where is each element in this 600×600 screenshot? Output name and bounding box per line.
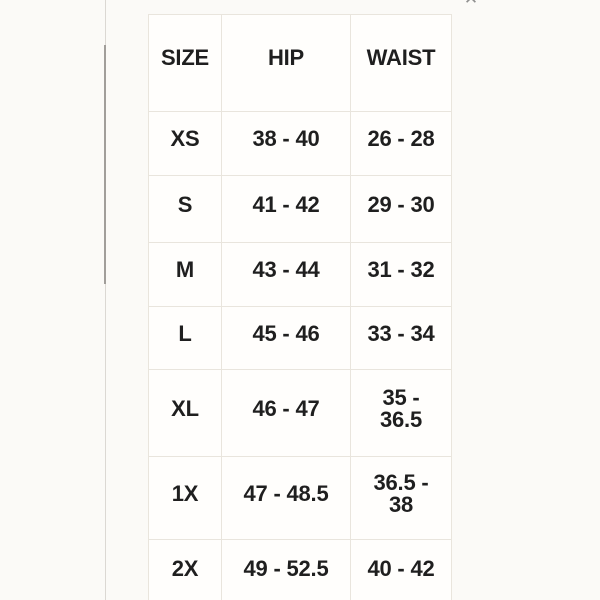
column-header-waist: WAIST <box>350 14 452 112</box>
cell-size: L <box>148 306 222 370</box>
cell-hip: 43 - 44 <box>221 242 351 307</box>
cell-waist: 29 - 30 <box>350 175 452 243</box>
cell-size: 1X <box>148 456 222 540</box>
table-row: XL 46 - 47 35 - 36.5 <box>148 369 452 457</box>
cell-size: XL <box>148 369 222 457</box>
cell-hip: 38 - 40 <box>221 111 351 176</box>
close-icon[interactable]: ✕ <box>461 0 481 9</box>
header-row: SIZE HIP WAIST <box>148 14 452 112</box>
cell-waist: 26 - 28 <box>350 111 452 176</box>
cell-hip: 46 - 47 <box>221 369 351 457</box>
scrollbar-track[interactable] <box>105 0 106 600</box>
size-chart-table: SIZE HIP WAIST XS 38 - 40 26 - 28 S 41 -… <box>148 14 452 600</box>
scrollbar-thumb[interactable] <box>104 45 106 284</box>
cell-size: S <box>148 175 222 243</box>
table-row: S 41 - 42 29 - 30 <box>148 175 452 243</box>
table-row: XS 38 - 40 26 - 28 <box>148 111 452 176</box>
cell-waist: 31 - 32 <box>350 242 452 307</box>
table-row: 2X 49 - 52.5 40 - 42 <box>148 539 452 600</box>
cell-size: 2X <box>148 539 222 600</box>
cell-hip: 47 - 48.5 <box>221 456 351 540</box>
cell-hip: 45 - 46 <box>221 306 351 370</box>
column-header-size: SIZE <box>148 14 222 112</box>
cell-waist: 35 - 36.5 <box>350 369 452 457</box>
table-row: M 43 - 44 31 - 32 <box>148 242 452 307</box>
cell-hip: 49 - 52.5 <box>221 539 351 600</box>
table-row: L 45 - 46 33 - 34 <box>148 306 452 370</box>
cell-waist: 40 - 42 <box>350 539 452 600</box>
cell-size: M <box>148 242 222 307</box>
cell-size: XS <box>148 111 222 176</box>
cell-hip: 41 - 42 <box>221 175 351 243</box>
cell-waist: 36.5 - 38 <box>350 456 452 540</box>
cell-waist: 33 - 34 <box>350 306 452 370</box>
column-header-hip: HIP <box>221 14 351 112</box>
table-row: 1X 47 - 48.5 36.5 - 38 <box>148 456 452 540</box>
